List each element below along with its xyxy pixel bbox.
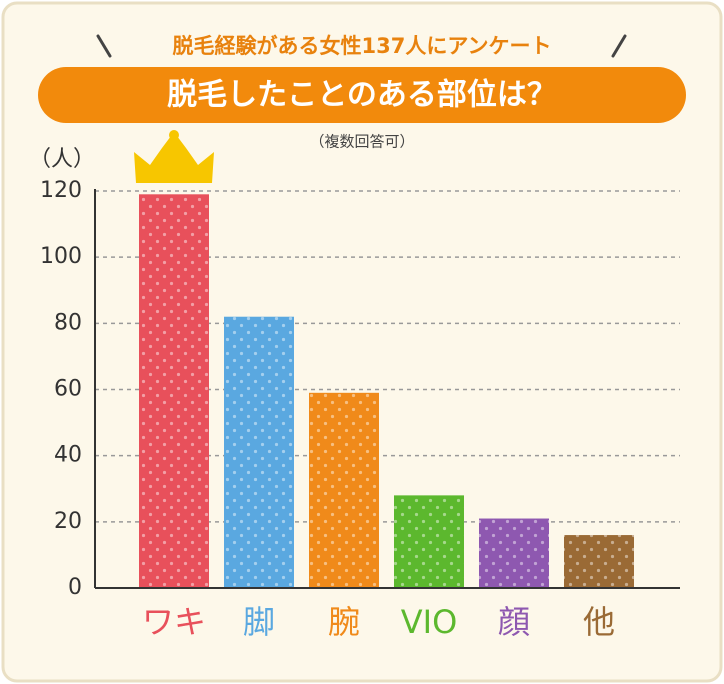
y-tick-label: 0 — [68, 575, 82, 600]
bar — [394, 495, 464, 588]
y-tick-label: 120 — [40, 178, 82, 203]
y-axis-label: （人） — [29, 147, 95, 172]
note: （複数回答可） — [309, 133, 414, 151]
crown — [169, 130, 179, 140]
bar — [139, 194, 209, 588]
y-tick-label: 60 — [54, 377, 82, 402]
x-tick-label: 顔 — [498, 603, 530, 641]
y-tick-label: 80 — [54, 310, 82, 335]
bar — [224, 316, 294, 588]
x-tick-label: VIO — [401, 603, 458, 641]
decor-slash — [96, 34, 112, 58]
chart-title: 脱毛したことのある部位は？ — [167, 78, 557, 113]
x-tick-label: 腕 — [328, 603, 360, 641]
x-tick-label: 他 — [583, 603, 615, 641]
bar — [479, 518, 549, 588]
title-banner — [38, 67, 686, 123]
y-tick-label: 100 — [40, 244, 82, 269]
x-tick-label: ワキ — [142, 603, 206, 641]
y-tick-label: 40 — [54, 443, 82, 468]
y-tick-label: 20 — [54, 509, 82, 534]
x-tick-label: 脚 — [243, 603, 275, 641]
bar — [564, 535, 634, 588]
bar — [309, 392, 379, 588]
crown — [134, 132, 214, 183]
decor-slash — [611, 34, 627, 58]
subtitle: 脱毛経験がある女性137人にアンケート — [173, 34, 552, 58]
